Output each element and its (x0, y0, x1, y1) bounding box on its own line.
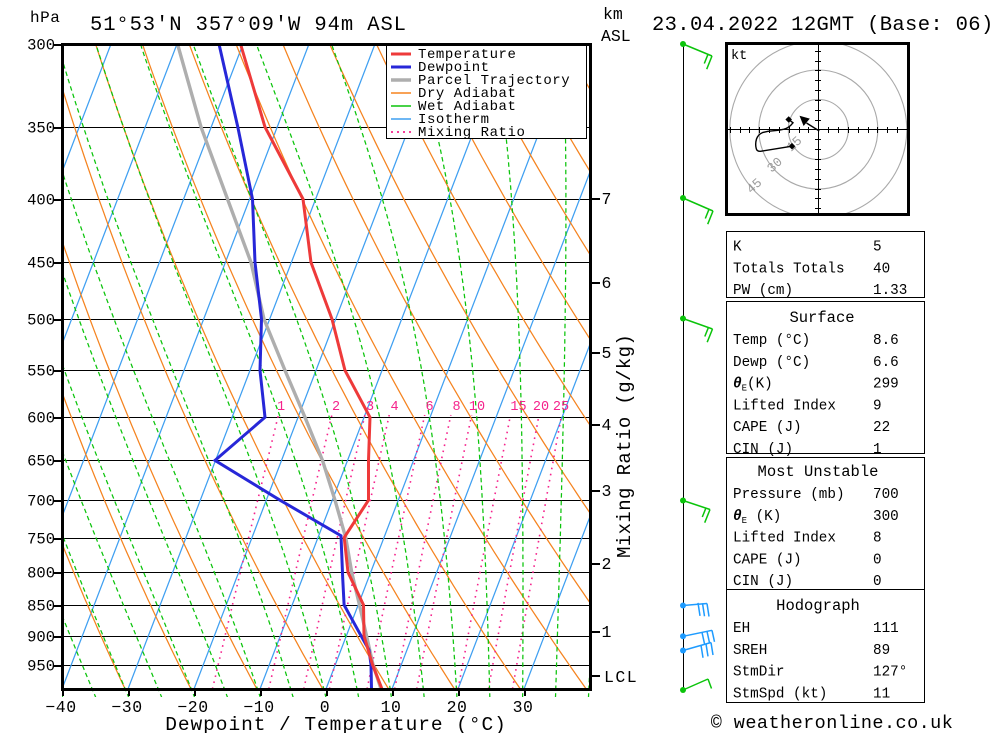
svg-text:6: 6 (602, 274, 612, 293)
svg-text:10: 10 (469, 400, 485, 415)
svg-text:6.6: 6.6 (873, 355, 899, 371)
svg-text:Most Unstable: Most Unstable (758, 463, 879, 481)
svg-text:2: 2 (332, 400, 340, 415)
svg-text:400: 400 (27, 192, 55, 210)
svg-text:5: 5 (873, 240, 882, 256)
svg-text:StmSpd (kt): StmSpd (kt) (733, 686, 827, 702)
svg-text:θE(K): θE(K) (733, 377, 773, 394)
svg-text:Temp (°C): Temp (°C) (733, 333, 810, 349)
svg-text:Dewpoint: Dewpoint (418, 60, 490, 76)
svg-text:6: 6 (425, 400, 433, 415)
svg-text:40: 40 (873, 261, 890, 277)
svg-text:−10: −10 (243, 698, 274, 717)
svg-text:CAPE (J): CAPE (J) (733, 420, 802, 436)
svg-text:4: 4 (602, 416, 612, 435)
svg-text:2: 2 (602, 555, 612, 574)
svg-text:Lifted Index: Lifted Index (733, 531, 836, 547)
svg-text:8: 8 (873, 531, 882, 547)
svg-text:−30: −30 (111, 698, 142, 717)
svg-text:1: 1 (277, 400, 285, 415)
svg-text:700: 700 (873, 487, 899, 503)
svg-text:Parcel Trajectory: Parcel Trajectory (418, 73, 570, 89)
svg-text:Lifted Index: Lifted Index (733, 398, 836, 414)
svg-text:Mixing Ratio (g/kg): Mixing Ratio (g/kg) (614, 334, 636, 558)
svg-text:900: 900 (27, 629, 55, 647)
svg-text:CAPE (J): CAPE (J) (733, 552, 802, 568)
svg-text:Pressure (mb): Pressure (mb) (733, 487, 845, 503)
svg-text:K: K (733, 240, 742, 256)
svg-text:StmDir: StmDir (733, 665, 784, 681)
svg-text:111: 111 (873, 621, 899, 637)
svg-text:3: 3 (602, 482, 612, 501)
svg-text:8: 8 (452, 400, 460, 415)
svg-text:22: 22 (873, 420, 890, 436)
svg-text:850: 850 (27, 598, 55, 616)
svg-text:km: km (603, 5, 623, 24)
svg-text:Dry Adiabat: Dry Adiabat (418, 86, 516, 102)
svg-text:9: 9 (873, 398, 882, 414)
svg-text:Isotherm: Isotherm (418, 112, 490, 128)
svg-text:Dewpoint / Temperature (°C): Dewpoint / Temperature (°C) (165, 714, 507, 733)
svg-text:11: 11 (873, 686, 890, 702)
svg-text:3: 3 (366, 400, 374, 415)
svg-text:950: 950 (27, 658, 55, 676)
svg-text:89: 89 (873, 643, 890, 659)
svg-text:20: 20 (533, 400, 549, 415)
svg-text:25: 25 (553, 400, 569, 415)
svg-text:Hodograph: Hodograph (776, 597, 860, 615)
svg-text:8.6: 8.6 (873, 333, 899, 349)
svg-text:51°53'N 357°09'W 94m ASL: 51°53'N 357°09'W 94m ASL (90, 14, 407, 37)
svg-text:Mixing Ratio: Mixing Ratio (418, 125, 525, 141)
svg-text:0: 0 (320, 698, 330, 717)
svg-text:300: 300 (27, 37, 55, 55)
svg-text:CIN (J): CIN (J) (733, 574, 793, 590)
svg-text:300: 300 (873, 509, 899, 525)
svg-text:EH: EH (733, 621, 750, 637)
svg-text:hPa: hPa (30, 9, 60, 27)
svg-text:1.33: 1.33 (873, 283, 907, 299)
svg-text:CIN (J): CIN (J) (733, 442, 793, 458)
svg-text:650: 650 (27, 453, 55, 471)
svg-text:30: 30 (513, 698, 534, 717)
svg-text:PW (cm): PW (cm) (733, 283, 793, 299)
svg-text:Dewp (°C): Dewp (°C) (733, 355, 810, 371)
svg-text:23.04.2022 12GMT (Base: 06): 23.04.2022 12GMT (Base: 06) (652, 14, 994, 37)
svg-text:Totals Totals: Totals Totals (733, 261, 845, 277)
svg-text:© weatheronline.co.uk: © weatheronline.co.uk (711, 713, 954, 733)
svg-text:0: 0 (873, 574, 882, 590)
svg-text:1: 1 (602, 623, 612, 642)
svg-text:550: 550 (27, 363, 55, 381)
svg-text:Wet Adiabat: Wet Adiabat (418, 99, 516, 115)
svg-text:299: 299 (873, 377, 899, 393)
svg-text:−20: −20 (177, 698, 208, 717)
svg-text:750: 750 (27, 531, 55, 549)
svg-text:15: 15 (510, 400, 526, 415)
svg-text:LCL: LCL (604, 668, 638, 687)
svg-text:500: 500 (27, 312, 55, 330)
svg-text:Surface: Surface (789, 309, 854, 327)
svg-text:Temperature: Temperature (418, 47, 516, 63)
svg-text:450: 450 (27, 255, 55, 273)
svg-text:kt: kt (731, 49, 747, 64)
svg-text:SREH: SREH (733, 643, 767, 659)
svg-text:ASL: ASL (601, 27, 631, 46)
svg-text:350: 350 (27, 120, 55, 138)
svg-text:5: 5 (602, 344, 612, 363)
svg-text:7: 7 (602, 190, 612, 209)
svg-text:4: 4 (390, 400, 398, 415)
svg-text:0: 0 (873, 552, 882, 568)
svg-text:10: 10 (381, 698, 402, 717)
svg-text:−40: −40 (45, 698, 76, 717)
svg-text:700: 700 (27, 493, 55, 511)
svg-text:600: 600 (27, 410, 55, 428)
svg-text:1: 1 (873, 442, 882, 458)
svg-text:800: 800 (27, 565, 55, 583)
svg-text:θE (K): θE (K) (733, 509, 781, 526)
svg-text:20: 20 (447, 698, 468, 717)
svg-text:127°: 127° (873, 665, 907, 681)
